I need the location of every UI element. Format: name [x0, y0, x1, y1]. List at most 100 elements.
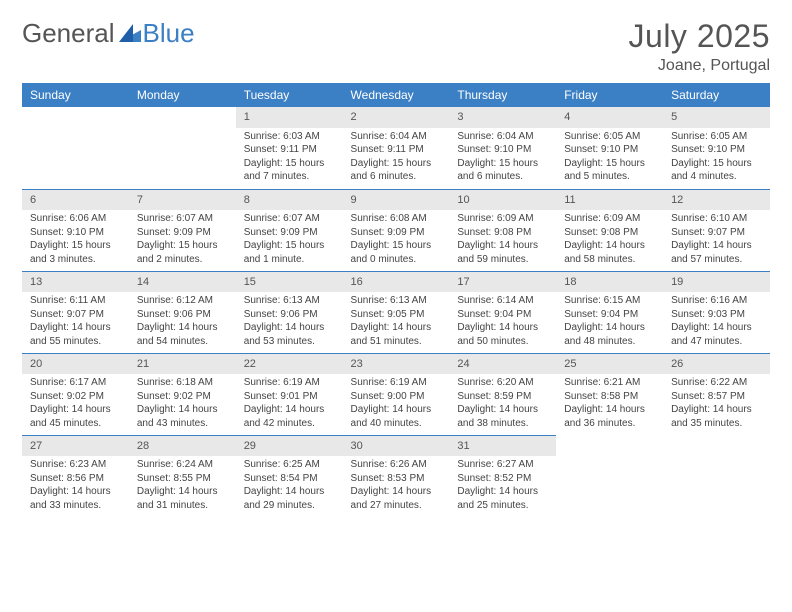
- daylight-line: Daylight: 14 hours and 38 minutes.: [457, 403, 548, 430]
- day-cell: 24Sunrise: 6:20 AMSunset: 8:59 PMDayligh…: [449, 353, 556, 435]
- sunrise-line: Sunrise: 6:10 AM: [671, 212, 762, 226]
- day-number: 21: [129, 354, 236, 375]
- day-number: 11: [556, 190, 663, 211]
- brand-part1: General: [22, 18, 115, 49]
- day-cell: 3Sunrise: 6:04 AMSunset: 9:10 PMDaylight…: [449, 107, 556, 189]
- day-cell: 22Sunrise: 6:19 AMSunset: 9:01 PMDayligh…: [236, 353, 343, 435]
- sunset-line: Sunset: 9:02 PM: [30, 390, 121, 404]
- day-details: Sunrise: 6:04 AMSunset: 9:11 PMDaylight:…: [343, 128, 450, 188]
- calendar-row: 6Sunrise: 6:06 AMSunset: 9:10 PMDaylight…: [22, 189, 770, 271]
- daylight-line: Daylight: 14 hours and 50 minutes.: [457, 321, 548, 348]
- sunrise-line: Sunrise: 6:09 AM: [457, 212, 548, 226]
- calendar-body: 1Sunrise: 6:03 AMSunset: 9:11 PMDaylight…: [22, 107, 770, 517]
- weekday-header: Sunday: [22, 83, 129, 107]
- day-details: Sunrise: 6:25 AMSunset: 8:54 PMDaylight:…: [236, 456, 343, 516]
- day-number: 23: [343, 354, 450, 375]
- daylight-line: Daylight: 14 hours and 47 minutes.: [671, 321, 762, 348]
- sunrise-line: Sunrise: 6:09 AM: [564, 212, 655, 226]
- sunrise-line: Sunrise: 6:14 AM: [457, 294, 548, 308]
- daylight-line: Daylight: 14 hours and 53 minutes.: [244, 321, 335, 348]
- daylight-line: Daylight: 15 hours and 2 minutes.: [137, 239, 228, 266]
- weekday-header: Thursday: [449, 83, 556, 107]
- sunset-line: Sunset: 9:11 PM: [244, 143, 335, 157]
- weekday-header: Wednesday: [343, 83, 450, 107]
- day-details: Sunrise: 6:05 AMSunset: 9:10 PMDaylight:…: [556, 128, 663, 188]
- day-number: 22: [236, 354, 343, 375]
- sunset-line: Sunset: 8:56 PM: [30, 472, 121, 486]
- daylight-line: Daylight: 15 hours and 1 minute.: [244, 239, 335, 266]
- daylight-line: Daylight: 14 hours and 58 minutes.: [564, 239, 655, 266]
- sunrise-line: Sunrise: 6:05 AM: [671, 130, 762, 144]
- day-number: 28: [129, 436, 236, 457]
- day-cell: 2Sunrise: 6:04 AMSunset: 9:11 PMDaylight…: [343, 107, 450, 189]
- day-number: 20: [22, 354, 129, 375]
- day-details: Sunrise: 6:19 AMSunset: 9:00 PMDaylight:…: [343, 374, 450, 434]
- day-number: 8: [236, 190, 343, 211]
- daylight-line: Daylight: 14 hours and 48 minutes.: [564, 321, 655, 348]
- calendar-row: 13Sunrise: 6:11 AMSunset: 9:07 PMDayligh…: [22, 271, 770, 353]
- sunset-line: Sunset: 9:05 PM: [351, 308, 442, 322]
- daylight-line: Daylight: 15 hours and 0 minutes.: [351, 239, 442, 266]
- sunrise-line: Sunrise: 6:12 AM: [137, 294, 228, 308]
- day-details: Sunrise: 6:21 AMSunset: 8:58 PMDaylight:…: [556, 374, 663, 434]
- day-details: Sunrise: 6:11 AMSunset: 9:07 PMDaylight:…: [22, 292, 129, 352]
- daylight-line: Daylight: 14 hours and 36 minutes.: [564, 403, 655, 430]
- month-title: July 2025: [629, 18, 770, 55]
- sunset-line: Sunset: 9:11 PM: [351, 143, 442, 157]
- day-cell: 31Sunrise: 6:27 AMSunset: 8:52 PMDayligh…: [449, 435, 556, 517]
- sunset-line: Sunset: 9:10 PM: [564, 143, 655, 157]
- daylight-line: Daylight: 14 hours and 31 minutes.: [137, 485, 228, 512]
- daylight-line: Daylight: 15 hours and 7 minutes.: [244, 157, 335, 184]
- day-number: 26: [663, 354, 770, 375]
- day-number: 13: [22, 272, 129, 293]
- sunset-line: Sunset: 8:59 PM: [457, 390, 548, 404]
- sunset-line: Sunset: 8:57 PM: [671, 390, 762, 404]
- sunrise-line: Sunrise: 6:21 AM: [564, 376, 655, 390]
- sunrise-line: Sunrise: 6:27 AM: [457, 458, 548, 472]
- day-cell: 17Sunrise: 6:14 AMSunset: 9:04 PMDayligh…: [449, 271, 556, 353]
- day-cell: 10Sunrise: 6:09 AMSunset: 9:08 PMDayligh…: [449, 189, 556, 271]
- day-cell: 12Sunrise: 6:10 AMSunset: 9:07 PMDayligh…: [663, 189, 770, 271]
- day-number: 3: [449, 107, 556, 128]
- sunset-line: Sunset: 9:08 PM: [457, 226, 548, 240]
- calendar-row: 27Sunrise: 6:23 AMSunset: 8:56 PMDayligh…: [22, 435, 770, 517]
- daylight-line: Daylight: 14 hours and 55 minutes.: [30, 321, 121, 348]
- day-cell: 19Sunrise: 6:16 AMSunset: 9:03 PMDayligh…: [663, 271, 770, 353]
- day-number: 14: [129, 272, 236, 293]
- day-cell: 4Sunrise: 6:05 AMSunset: 9:10 PMDaylight…: [556, 107, 663, 189]
- day-cell: 30Sunrise: 6:26 AMSunset: 8:53 PMDayligh…: [343, 435, 450, 517]
- sunrise-line: Sunrise: 6:07 AM: [137, 212, 228, 226]
- title-block: July 2025 Joane, Portugal: [629, 18, 770, 75]
- brand-mark-icon: [119, 24, 141, 47]
- day-details: Sunrise: 6:17 AMSunset: 9:02 PMDaylight:…: [22, 374, 129, 434]
- sunrise-line: Sunrise: 6:18 AM: [137, 376, 228, 390]
- day-number: 25: [556, 354, 663, 375]
- sunrise-line: Sunrise: 6:04 AM: [457, 130, 548, 144]
- day-cell: 25Sunrise: 6:21 AMSunset: 8:58 PMDayligh…: [556, 353, 663, 435]
- sunset-line: Sunset: 8:52 PM: [457, 472, 548, 486]
- day-cell: 26Sunrise: 6:22 AMSunset: 8:57 PMDayligh…: [663, 353, 770, 435]
- day-details: Sunrise: 6:09 AMSunset: 9:08 PMDaylight:…: [449, 210, 556, 270]
- sunset-line: Sunset: 9:04 PM: [457, 308, 548, 322]
- sunrise-line: Sunrise: 6:13 AM: [351, 294, 442, 308]
- sunrise-line: Sunrise: 6:04 AM: [351, 130, 442, 144]
- sunset-line: Sunset: 9:10 PM: [457, 143, 548, 157]
- day-details: Sunrise: 6:08 AMSunset: 9:09 PMDaylight:…: [343, 210, 450, 270]
- sunrise-line: Sunrise: 6:15 AM: [564, 294, 655, 308]
- sunset-line: Sunset: 9:10 PM: [30, 226, 121, 240]
- calendar-row: 1Sunrise: 6:03 AMSunset: 9:11 PMDaylight…: [22, 107, 770, 189]
- daylight-line: Daylight: 14 hours and 27 minutes.: [351, 485, 442, 512]
- daylight-line: Daylight: 14 hours and 40 minutes.: [351, 403, 442, 430]
- sunset-line: Sunset: 9:10 PM: [671, 143, 762, 157]
- day-details: Sunrise: 6:24 AMSunset: 8:55 PMDaylight:…: [129, 456, 236, 516]
- sunrise-line: Sunrise: 6:03 AM: [244, 130, 335, 144]
- day-details: Sunrise: 6:22 AMSunset: 8:57 PMDaylight:…: [663, 374, 770, 434]
- sunrise-line: Sunrise: 6:19 AM: [351, 376, 442, 390]
- day-cell: 9Sunrise: 6:08 AMSunset: 9:09 PMDaylight…: [343, 189, 450, 271]
- day-details: Sunrise: 6:06 AMSunset: 9:10 PMDaylight:…: [22, 210, 129, 270]
- empty-cell: [556, 435, 663, 517]
- sunset-line: Sunset: 9:04 PM: [564, 308, 655, 322]
- day-details: Sunrise: 6:16 AMSunset: 9:03 PMDaylight:…: [663, 292, 770, 352]
- day-details: Sunrise: 6:05 AMSunset: 9:10 PMDaylight:…: [663, 128, 770, 188]
- daylight-line: Daylight: 14 hours and 51 minutes.: [351, 321, 442, 348]
